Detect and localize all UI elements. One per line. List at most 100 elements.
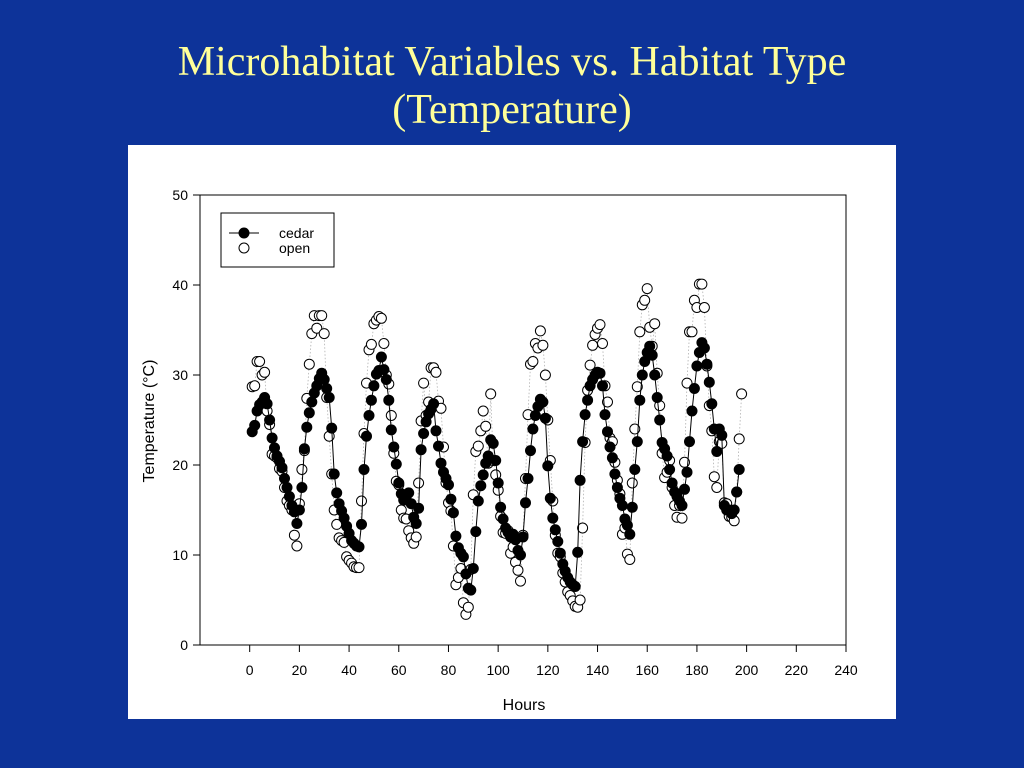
y-tick-label: 30 — [172, 367, 188, 383]
x-tick-label: 140 — [586, 662, 610, 678]
cedar-point — [520, 497, 531, 509]
cedar-point — [323, 392, 335, 403]
x-tick-label: 0 — [246, 662, 254, 678]
y-tick-label: 0 — [180, 637, 188, 653]
open-point — [537, 339, 549, 351]
cedar-point — [435, 457, 447, 469]
open-point — [708, 471, 720, 483]
open-point — [480, 420, 492, 432]
cedar-point — [597, 380, 608, 392]
cedar-point — [621, 519, 633, 531]
cedar-point — [470, 526, 482, 538]
open-point — [318, 328, 330, 340]
cedar-point — [460, 568, 472, 580]
cedar-point — [393, 477, 405, 489]
open-point — [641, 283, 653, 295]
cedar-point — [602, 426, 613, 438]
legend-cedar-label: cedar — [279, 225, 314, 241]
cedar-point — [594, 367, 606, 379]
cedar-point — [328, 468, 340, 480]
open-point — [587, 339, 599, 351]
cedar-point — [301, 421, 313, 433]
open-point — [477, 405, 489, 417]
open-point — [365, 338, 377, 350]
cedar-point — [375, 351, 387, 363]
cedar-point — [569, 581, 581, 592]
cedar-point — [433, 440, 444, 452]
cedar-point — [415, 444, 427, 456]
cedar-point — [679, 483, 690, 495]
cedar-point — [651, 392, 663, 403]
cedar-point — [403, 487, 415, 499]
open-point — [512, 564, 524, 576]
cedar-point — [626, 501, 638, 513]
cedar-point — [616, 500, 628, 511]
legend-box — [220, 212, 335, 268]
x-axis-title: Hours — [503, 697, 546, 714]
open-point — [515, 575, 526, 587]
cedar-point — [261, 398, 273, 410]
cedar-point — [515, 549, 526, 561]
cedar-point — [604, 441, 616, 453]
open-point — [485, 388, 497, 400]
cedar-point — [390, 458, 402, 470]
x-tick-label: 200 — [735, 662, 759, 678]
cedar-point — [522, 473, 534, 484]
cedar-point — [688, 383, 700, 394]
cedar-point — [706, 398, 718, 410]
cedar-point — [298, 443, 310, 455]
cedar-point — [249, 419, 261, 431]
cedar-point — [606, 452, 618, 464]
slide-title-line2: (Temperature) — [392, 87, 632, 133]
cedar-point — [684, 436, 695, 448]
open-point — [249, 380, 261, 392]
open-point — [686, 326, 698, 338]
open-point — [296, 464, 308, 475]
cedar-point — [711, 446, 723, 457]
cedar-point — [457, 551, 469, 563]
cedar-point — [644, 340, 656, 352]
open-connector-line — [252, 283, 742, 616]
cedar-point — [477, 469, 489, 481]
open-point — [462, 601, 474, 613]
cedar-point — [664, 464, 676, 475]
cedar-point — [654, 414, 666, 426]
open-point — [410, 531, 422, 543]
cedar-point — [428, 398, 440, 410]
open-point — [356, 495, 367, 507]
cedar-point — [634, 394, 646, 406]
cedar-point — [410, 518, 422, 529]
cedar-point — [579, 409, 591, 421]
cedar-point — [577, 436, 589, 448]
y-tick-label: 40 — [172, 277, 188, 293]
cedar-point — [487, 437, 499, 449]
open-point — [631, 381, 643, 393]
x-tick-label: 220 — [785, 662, 809, 678]
cedar-point — [388, 441, 400, 453]
x-tick-label: 100 — [486, 662, 510, 678]
cedar-point — [356, 518, 367, 530]
cedar-point — [383, 394, 395, 406]
cedar-point — [629, 464, 641, 475]
x-tick-label: 80 — [441, 662, 457, 678]
cedar-point — [517, 531, 529, 543]
cedar-point — [631, 436, 643, 448]
open-point — [681, 377, 693, 389]
open-point — [385, 410, 397, 421]
open-point — [594, 319, 606, 331]
cedar-point — [733, 464, 745, 475]
cedar-point — [467, 563, 479, 574]
cedar-point — [703, 376, 715, 388]
cedar-point — [495, 501, 507, 513]
cedar-point — [291, 518, 303, 529]
series-layer — [246, 278, 748, 620]
cedar-point — [465, 584, 477, 596]
cedar-point — [649, 369, 661, 381]
cedar-point — [547, 512, 559, 524]
x-tick-label: 180 — [685, 662, 709, 678]
axes-group: 0 20 40 60 80 100 120 140 160 180 200 220 240 0 10 20 30… — [172, 187, 857, 678]
cedar-point — [318, 374, 330, 385]
cedar-point — [728, 504, 740, 516]
cedar-point — [331, 487, 343, 499]
slide-title-line1: Microhabitat Variables vs. Habitat Type — [177, 39, 847, 85]
